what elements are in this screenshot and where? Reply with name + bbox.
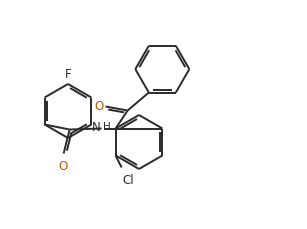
Text: H: H — [103, 123, 111, 133]
Text: F: F — [65, 68, 71, 81]
Text: Cl: Cl — [122, 174, 134, 186]
Text: N: N — [92, 121, 101, 134]
Text: O: O — [58, 161, 67, 174]
Text: O: O — [94, 100, 103, 113]
